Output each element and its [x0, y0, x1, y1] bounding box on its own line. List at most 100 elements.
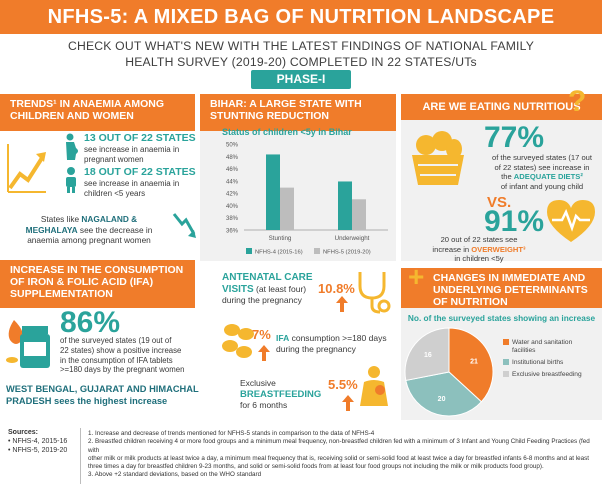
footnote-1: 1. Increase and decrease of trends menti…	[88, 430, 375, 437]
pregnant-woman-icon	[66, 133, 78, 160]
y-tick-label: 44%	[226, 179, 239, 185]
ifa-line-3: in the consumption of IFA tablets	[60, 355, 173, 365]
pie-value-label: 20	[438, 396, 446, 403]
anc-label-line-1: ANTENATAL CARE	[222, 272, 313, 283]
bar-underweight-nfhs5	[352, 199, 366, 230]
anaemia-note-line-3: anaemia among pregnant women	[27, 235, 151, 245]
adequate-diet-description: of the surveyed states (17 out of 22 sta…	[484, 153, 600, 191]
ifa-line-1: of the surveyed states (19 out of	[60, 336, 172, 345]
determinants-heading-line-3: OF NUTRITION	[433, 296, 508, 308]
ifa-heading-line-2: OF IRON & FOLIC ACID (IFA)	[10, 276, 154, 288]
nutritious-heading-text: ARE WE EATING NUTRITIOUS	[422, 101, 581, 113]
anaemia-heading-line-2: CHILDREN AND WOMEN	[10, 110, 134, 122]
anc-value: 10.8%	[318, 281, 355, 296]
source-item-2-text: NFHS-5, 2019-20	[12, 447, 68, 454]
ifa-heading: INCREASE IN THE CONSUMPTION OF IRON & FO…	[0, 260, 195, 308]
legend-label: Water and sanitation facilities	[512, 339, 573, 354]
ifa-care-value: 7%	[252, 327, 271, 342]
anc-label-line-3: during the pregnancy	[222, 295, 302, 305]
mother-child-icon	[360, 366, 388, 406]
footnotes: 1. Increase and decrease of trends menti…	[88, 430, 596, 480]
ifa-care-label: IFA consumption >=180 days during the pr…	[276, 333, 387, 355]
legend-swatch	[503, 339, 509, 345]
overweight-line-3: in children <5y	[454, 254, 504, 264]
source-item-2: • NFHS-5, 2019-20	[8, 447, 68, 454]
stethoscope-icon	[358, 272, 391, 314]
title-banner: NFHS-5: A MIXED BAG OF NUTRITION LANDSCA…	[0, 0, 602, 34]
anaemia-stat-1-line-2: pregnant women	[84, 155, 144, 164]
fruit-basket-icon	[412, 131, 464, 185]
bar-underweight-nfhs4	[338, 181, 352, 230]
anc-label: ANTENATAL CARE VISITS (at least four) du…	[222, 272, 313, 307]
x-tick-label: Stunting	[269, 235, 292, 242]
source-item-1: • NFHS-4, 2015-16	[8, 438, 68, 445]
adequate-diet-highlight: ADEQUATE DIETS²	[513, 172, 583, 182]
y-tick-label: 50%	[226, 143, 239, 149]
anaemia-stat-2-value: 18 OUT OF 22 STATES	[84, 166, 196, 178]
bar-stunting-nfhs4	[266, 154, 280, 230]
pie-value-label: 21	[470, 359, 478, 366]
overweight-highlight: OVERWEIGHT³	[471, 244, 526, 254]
ifa-line-2: 22 states) show a positive increase	[60, 345, 182, 355]
pie-value-label: 16	[424, 352, 432, 359]
rising-trend-icon	[7, 144, 46, 193]
determinants-pie-chart: 21 20 16 Water and sanitation facilities Inst…	[404, 327, 582, 417]
anaemia-stat-2-desc: see increase in anaemia in children <5 y…	[84, 179, 179, 199]
pie-slice	[448, 327, 494, 403]
anaemia-stat-1-desc: see increase in anaemia in pregnant wome…	[84, 145, 179, 165]
anaemia-stat-1-line-1: see increase in anaemia in	[84, 145, 180, 154]
pie-slice	[405, 371, 483, 417]
y-tick-label: 38%	[226, 216, 239, 222]
subtitle-line-1: CHECK OUT WHAT'S NEW WITH THE LATEST FIN…	[67, 39, 535, 53]
breastfeeding-line-3: for 6 months	[240, 400, 288, 410]
breastfeeding-value: 5.5%	[328, 377, 358, 392]
adequate-diet-percent: 77%	[484, 121, 545, 154]
anaemia-stat-1-value: 13 OUT OF 22 STATES	[84, 132, 196, 144]
source-item-1-text: NFHS-4, 2015-16	[12, 438, 68, 445]
y-tick-label: 48%	[226, 155, 239, 161]
arrow-up-icon	[342, 395, 354, 411]
legend-label: Exclusive breastfeeding	[512, 371, 582, 378]
anc-label-rest: (at least four)	[253, 283, 307, 294]
breastfeeding-line-1: Exclusive	[240, 378, 276, 388]
anaemia-stat-2-line-1: see increase in anaemia in	[84, 179, 180, 188]
bihar-heading-line-2: STUNTING REDUCTION	[210, 110, 329, 122]
adequate-diet-the: the	[501, 172, 514, 182]
supplement-bottle-icon	[6, 320, 50, 368]
nutritious-heading: ARE WE EATING NUTRITIOUS	[401, 94, 602, 120]
anaemia-note: States like NAGALAND & MEGHALAYA see the…	[6, 214, 172, 246]
determinants-heading: CHANGES IN IMMEDIATE AND UNDERLYING DETE…	[401, 268, 602, 308]
legend-swatch	[503, 359, 509, 365]
phase-badge: PHASE-I	[251, 70, 351, 89]
anaemia-stat-2: 18 OUT OF 22 STATES	[84, 166, 196, 178]
anaemia-note-states-2: MEGHALAYA	[25, 224, 78, 235]
anaemia-stat-1: 13 OUT OF 22 STATES	[84, 132, 196, 144]
anaemia-note-pre: States like	[40, 214, 82, 224]
legend-swatch	[503, 371, 509, 377]
bihar-chart-title: Status of children <5y in Bihar	[222, 127, 352, 137]
y-tick-label: 36%	[226, 229, 239, 235]
question-mark-icon: ?	[568, 85, 587, 118]
ifa-line-4: >=180 days by the pregnant women	[60, 365, 185, 375]
anaemia-heading-line-1: TRENDS¹ IN ANAEMIA AMONG	[10, 98, 164, 110]
ifa-highlight-states: PRADESH	[6, 395, 52, 406]
legend-label: NFHS-5 (2019-20)	[323, 250, 371, 256]
y-tick-label: 40%	[226, 204, 239, 210]
breastfeeding-line-2: BREASTFEEDING	[240, 389, 322, 400]
plus-icon: +	[408, 261, 425, 292]
sources: Sources: • NFHS-4, 2015-16 • NFHS-5, 201…	[8, 428, 67, 455]
overweight-description: 20 out of 22 states see increase in OVER…	[414, 235, 544, 264]
bihar-heading-line-1: BIHAR: A LARGE STATE WITH	[210, 98, 362, 110]
ifa-heading-line-3: SUPPLEMENTATION	[10, 288, 113, 300]
x-tick-label: Underweight	[335, 235, 370, 242]
footnote-2-line-3: three times a day for breastfed children…	[88, 463, 544, 471]
heart-rate-icon	[547, 200, 595, 242]
legend-swatch	[246, 248, 252, 254]
bihar-bar-chart: 50% 48% 46% 44% 42% 40% 38% 36% Stunting Underwei…	[226, 143, 388, 256]
pie-slice	[404, 327, 450, 382]
bar-stunting-nfhs5	[280, 187, 294, 230]
declining-trend-icon	[172, 213, 196, 238]
ifa-heading-line-1: INCREASE IN THE CONSUMPTION	[10, 264, 184, 276]
footnote-2-line-1: 2. Breastfed children receiving 4 or mor…	[88, 438, 590, 454]
subtitle: CHECK OUT WHAT'S NEW WITH THE LATEST FIN…	[30, 38, 572, 70]
